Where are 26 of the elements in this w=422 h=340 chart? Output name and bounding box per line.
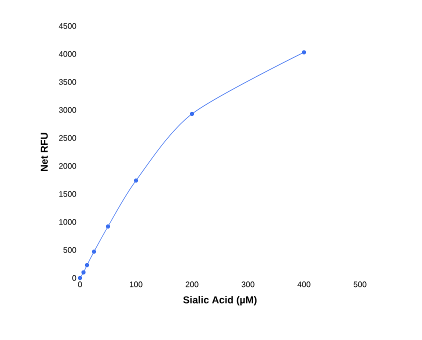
- point: [92, 250, 96, 254]
- x-tick-label: 500: [354, 282, 366, 288]
- y-tick-label: 0: [72, 275, 76, 281]
- x-axis-title: Sialic Acid (µM): [183, 296, 257, 306]
- y-tick-label: 4500: [58, 23, 76, 29]
- x-tick-label: 100: [130, 282, 142, 288]
- y-tick-label: 1500: [59, 191, 76, 197]
- x-tick-label: 200: [186, 282, 198, 288]
- point: [134, 178, 138, 183]
- point: [106, 224, 110, 229]
- point: [302, 50, 306, 54]
- x-tick-label: 0: [78, 282, 82, 288]
- point: [81, 270, 86, 274]
- y-tick-label: 2500: [59, 135, 76, 141]
- point: [78, 276, 82, 280]
- point: [84, 263, 90, 268]
- y-tick-label: 1000: [59, 219, 76, 225]
- point: [190, 112, 194, 116]
- y-tick-label: 500: [63, 247, 76, 253]
- x-tick-label: 300: [242, 282, 254, 288]
- y-tick-label: 3500: [58, 79, 76, 85]
- y-axis-title: Net RFU: [40, 132, 48, 172]
- y-tick-label: 3000: [58, 107, 76, 113]
- x-tick-label: 400: [298, 282, 310, 288]
- y-tick-label: 4000: [58, 51, 76, 57]
- y-tick-label: 2000: [59, 163, 76, 169]
